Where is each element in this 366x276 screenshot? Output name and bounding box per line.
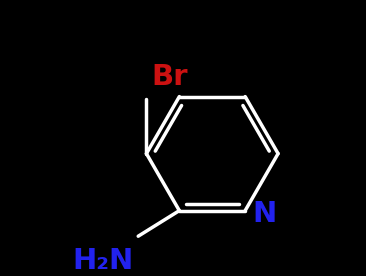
Text: H₂N: H₂N xyxy=(72,247,134,275)
Text: Br: Br xyxy=(151,63,187,91)
Text: N: N xyxy=(253,200,277,228)
